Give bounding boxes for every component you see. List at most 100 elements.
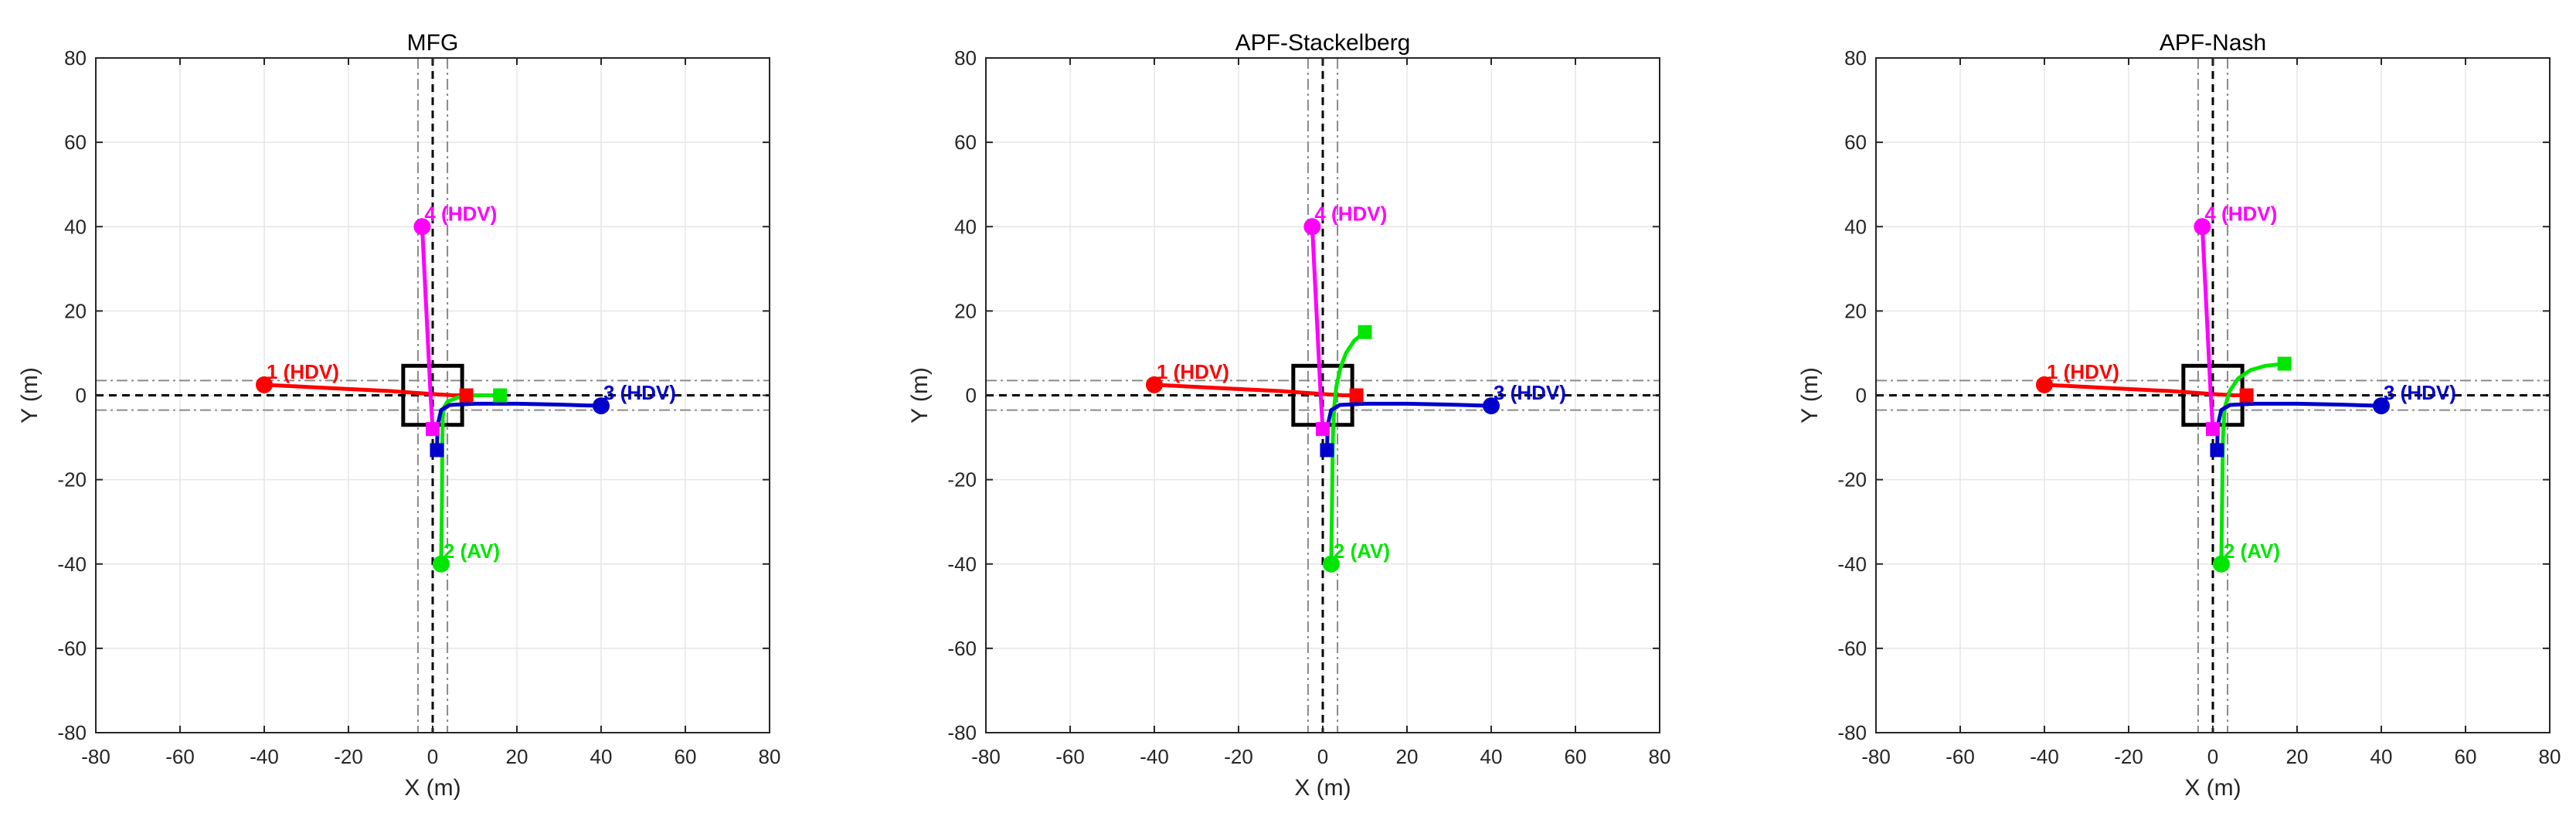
chart-panel-1: 1 (HDV) 2 (AV) 3 (HDV) 4 (HDV) -80 -60 -40 -20 0… <box>17 30 780 801</box>
y-tick-label: -20 <box>947 468 977 492</box>
y-axis-label: Y (m) <box>17 367 42 424</box>
x-tick-label: -20 <box>2114 745 2143 768</box>
trajectory-vehicle-4 <box>1310 224 1325 431</box>
x-axis-label: X (m) <box>1294 775 1351 801</box>
end-marker-vehicle-1 <box>2239 388 2254 403</box>
vehicle-label-1: 1 (HDV) <box>267 360 339 383</box>
x-tick-label: 20 <box>1396 745 1419 768</box>
y-tick-label: 20 <box>64 299 87 322</box>
x-tick-label: -20 <box>334 745 363 768</box>
y-tick-label: -80 <box>57 721 87 744</box>
trajectory-vehicle-2 <box>2219 362 2287 567</box>
y-axis-label: Y (m) <box>907 367 933 424</box>
start-marker-vehicle-3 <box>593 397 610 415</box>
start-marker-vehicle-1 <box>2036 376 2053 393</box>
y-tick-label: 80 <box>1844 46 1867 70</box>
vehicle-label-2: 2 (AV) <box>2224 539 2280 563</box>
x-tick-label: 20 <box>2286 745 2309 768</box>
x-tick-label: 60 <box>2455 745 2477 768</box>
y-tick-label: 80 <box>64 46 87 70</box>
x-tick-label: 40 <box>2370 745 2393 768</box>
vehicle-label-1: 1 (HDV) <box>2047 360 2119 383</box>
y-tick-label: 0 <box>1856 384 1867 407</box>
chart-panel-3: 1 (HDV) 2 (AV) 3 (HDV) 4 (HDV) -80 -60 -40 -20 0… <box>1797 30 2561 801</box>
y-tick-label: -40 <box>57 553 87 576</box>
vehicle-label-4: 4 (HDV) <box>424 202 497 225</box>
vehicle-label-4: 4 (HDV) <box>1314 202 1387 225</box>
x-tick-label: 80 <box>1649 745 1671 768</box>
chart-title: APF-Nash <box>2160 30 2266 56</box>
x-tick-label: 0 <box>427 745 438 768</box>
end-marker-vehicle-3 <box>430 443 444 458</box>
start-marker-vehicle-3 <box>2373 397 2390 415</box>
start-marker-vehicle-2 <box>1322 555 1340 573</box>
y-tick-label: 20 <box>1844 299 1867 322</box>
y-tick-label: 80 <box>954 46 977 70</box>
x-tick-label: 0 <box>2207 745 2218 768</box>
x-tick-label: 60 <box>675 745 697 768</box>
x-tick-label: -40 <box>1140 745 1169 768</box>
end-marker-vehicle-4 <box>1316 422 1330 437</box>
start-marker-vehicle-1 <box>1146 376 1163 393</box>
y-tick-label: -40 <box>947 553 977 576</box>
x-tick-label: -80 <box>81 745 110 768</box>
trajectories <box>2036 218 2390 573</box>
y-tick-label: -80 <box>1837 721 1867 744</box>
end-marker-vehicle-3 <box>1320 443 1334 458</box>
y-tick-label: 40 <box>64 215 87 238</box>
y-tick-label: 60 <box>64 131 87 154</box>
start-marker-vehicle-3 <box>1483 397 1500 415</box>
x-tick-label: 40 <box>1480 745 1503 768</box>
start-marker-vehicle-2 <box>2212 555 2230 573</box>
y-tick-label: 40 <box>1844 215 1867 238</box>
x-tick-label: 80 <box>759 745 781 768</box>
y-tick-label: 40 <box>954 215 977 238</box>
start-marker-vehicle-4 <box>2194 218 2211 236</box>
x-tick-label: 0 <box>1317 745 1328 768</box>
end-marker-vehicle-4 <box>426 422 440 437</box>
x-tick-label: 20 <box>506 745 528 768</box>
end-marker-vehicle-3 <box>2210 443 2224 458</box>
y-tick-label: -60 <box>1837 637 1867 660</box>
end-marker-vehicle-2 <box>2277 356 2292 371</box>
x-tick-label: -60 <box>1055 745 1085 768</box>
y-tick-label: -60 <box>947 637 977 660</box>
vehicle-label-2: 2 (AV) <box>443 539 500 563</box>
trajectory-vehicle-4 <box>2200 224 2215 431</box>
vehicle-label-3: 3 (HDV) <box>2384 381 2456 404</box>
y-tick-label: 0 <box>76 384 87 407</box>
start-marker-vehicle-2 <box>432 555 450 573</box>
y-tick-label: 0 <box>966 384 977 407</box>
trajectory-vehicle-2 <box>1329 330 1367 567</box>
y-tick-label: 20 <box>954 299 977 322</box>
y-tick-label: -40 <box>1837 553 1867 576</box>
vehicle-label-2: 2 (AV) <box>1334 539 1390 563</box>
x-tick-label: -80 <box>971 745 1001 768</box>
chart-title: MFG <box>407 30 459 56</box>
x-tick-label: -60 <box>1946 745 1975 768</box>
y-tick-label: -20 <box>1837 468 1867 492</box>
chart-title: APF-Stackelberg <box>1235 30 1411 56</box>
chart-panel-2: 1 (HDV) 2 (AV) 3 (HDV) 4 (HDV) -80 -60 -40 -20 0… <box>907 30 1670 801</box>
vehicle-label-4: 4 (HDV) <box>2204 202 2277 225</box>
x-axis-label: X (m) <box>2184 775 2241 801</box>
x-tick-label: 60 <box>1565 745 1587 768</box>
vehicle-label-1: 1 (HDV) <box>1157 360 1229 383</box>
x-tick-label: 80 <box>2539 745 2561 768</box>
trajectories <box>256 218 610 573</box>
trajectory-vehicle-4 <box>420 224 435 431</box>
x-tick-label: -40 <box>250 745 279 768</box>
y-tick-label: -20 <box>57 468 87 492</box>
y-axis-label: Y (m) <box>1797 367 1823 424</box>
end-marker-vehicle-4 <box>2206 422 2220 437</box>
x-tick-label: -60 <box>165 745 195 768</box>
x-tick-label: -40 <box>2030 745 2059 768</box>
end-marker-vehicle-2 <box>1358 325 1372 339</box>
y-tick-label: -80 <box>947 721 977 744</box>
start-marker-vehicle-1 <box>256 376 273 393</box>
end-marker-vehicle-1 <box>1349 388 1364 403</box>
vehicle-label-3: 3 (HDV) <box>603 381 676 404</box>
y-tick-label: -60 <box>57 637 87 660</box>
x-tick-label: 40 <box>590 745 613 768</box>
